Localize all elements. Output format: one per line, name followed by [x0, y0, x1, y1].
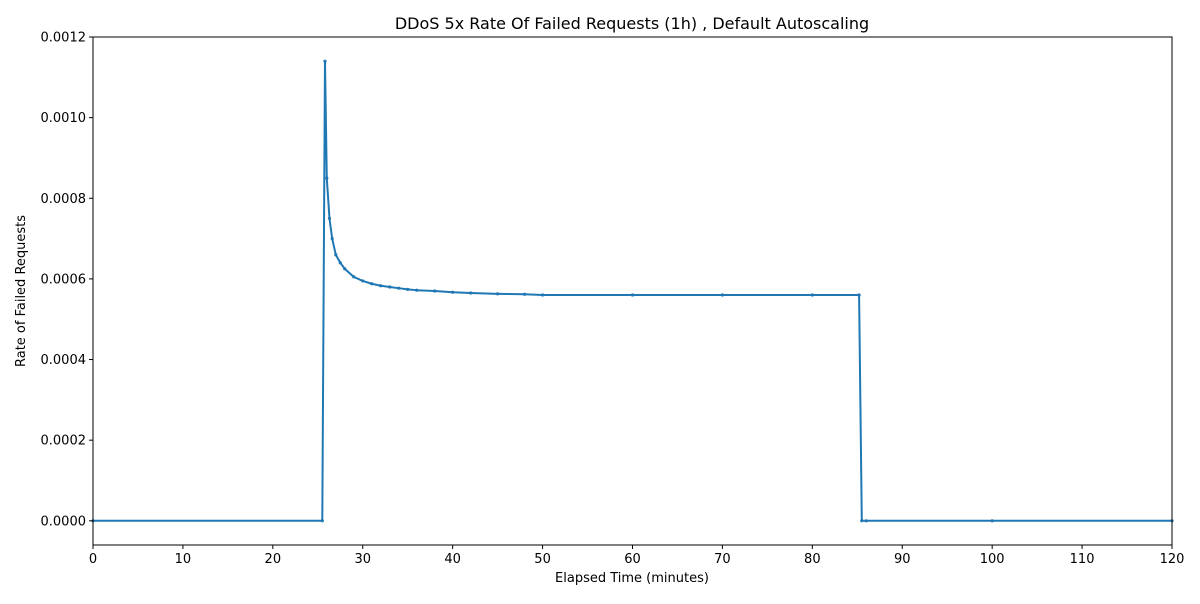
data-point — [469, 291, 473, 295]
y-tick-label: 0.0000 — [41, 514, 87, 529]
data-point — [451, 290, 455, 294]
data-point — [323, 59, 327, 63]
y-tick-label: 0.0006 — [41, 272, 87, 287]
data-point — [857, 293, 861, 297]
data-point — [540, 293, 545, 297]
x-tick-label: 80 — [804, 552, 821, 567]
y-tick-label: 0.0004 — [41, 353, 87, 368]
data-point — [388, 285, 392, 289]
y-tick-label: 0.0002 — [41, 434, 87, 449]
y-tick-label: 0.0008 — [41, 192, 87, 207]
y-tick-label: 0.0012 — [41, 31, 87, 46]
data-point — [397, 286, 401, 290]
series-layer — [91, 59, 1174, 523]
y-axis-label: Rate of Failed Requests — [14, 215, 29, 367]
x-axis: 0 10 20 30 40 50 60 70 80 90 100 110 120 — [89, 545, 1185, 567]
data-point — [352, 275, 356, 279]
data-point — [370, 282, 374, 286]
x-tick-label: 50 — [534, 552, 551, 567]
data-point — [330, 236, 334, 241]
x-tick-label: 0 — [89, 552, 97, 567]
data-point — [361, 279, 365, 283]
data-point — [406, 287, 410, 291]
data-point — [338, 261, 342, 265]
x-tick-label: 40 — [444, 552, 461, 567]
x-tick-label: 60 — [624, 552, 641, 567]
data-point — [343, 267, 347, 271]
data-point — [325, 176, 329, 180]
x-tick-label: 10 — [175, 552, 192, 567]
x-tick-label: 30 — [354, 552, 371, 567]
x-axis-label: Elapsed Time (minutes) — [555, 571, 709, 586]
y-axis: 0.0000 0.0002 0.0004 0.0006 0.0008 0.0010 0.00… — [41, 31, 93, 529]
x-tick-label: 90 — [894, 552, 911, 567]
x-tick-label: 110 — [1070, 552, 1095, 567]
chart-title: DDoS 5x Rate Of Failed Requests (1h) , D… — [395, 14, 869, 33]
x-tick-label: 70 — [714, 552, 731, 567]
data-point — [523, 292, 527, 296]
data-point — [860, 519, 864, 523]
data-point — [990, 519, 994, 523]
data-point — [864, 519, 868, 523]
data-point — [496, 292, 500, 296]
data-point — [433, 289, 437, 293]
data-point — [630, 293, 635, 297]
data-point — [379, 284, 383, 288]
x-tick-label: 120 — [1160, 552, 1185, 567]
data-point — [415, 288, 419, 292]
y-tick-label: 0.0010 — [41, 111, 87, 126]
data-point — [810, 293, 814, 297]
data-point — [720, 293, 725, 297]
data-point — [327, 216, 332, 221]
data-point — [320, 519, 324, 523]
x-tick-label: 100 — [980, 552, 1005, 567]
x-tick-label: 20 — [265, 552, 282, 567]
data-point — [334, 253, 338, 257]
